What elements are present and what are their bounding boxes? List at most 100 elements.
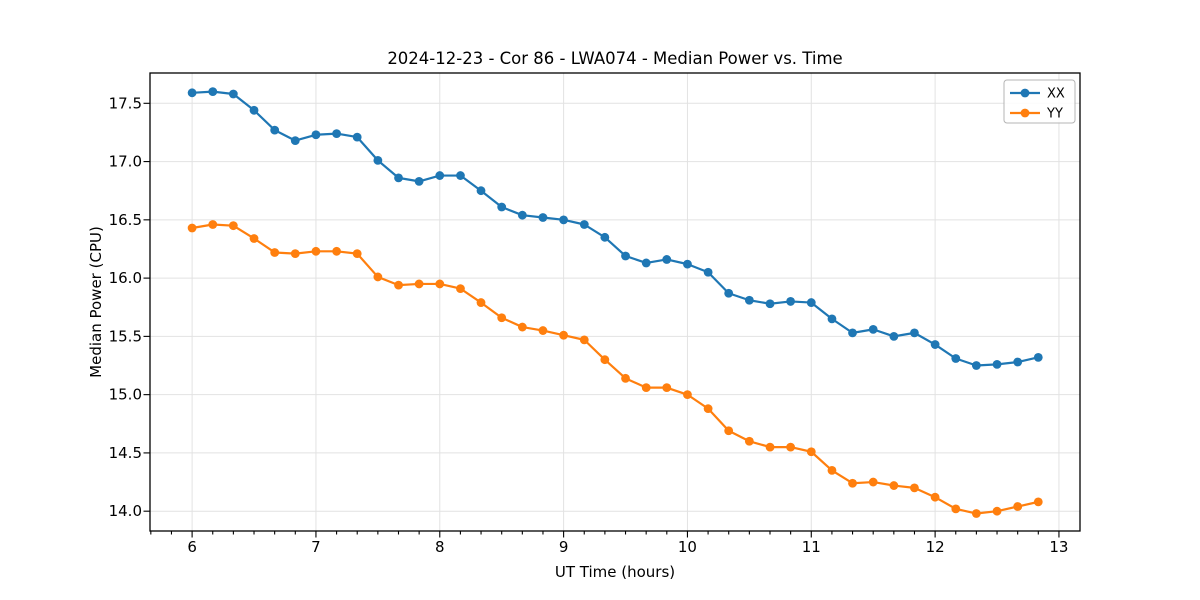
series-XX-point: [621, 251, 630, 261]
series-XX-point: [1013, 357, 1023, 367]
x-tick-label: 6: [187, 538, 197, 556]
series-XX-point: [187, 88, 197, 98]
series-YY-point: [806, 447, 816, 457]
series-XX-point: [889, 331, 899, 341]
series-YY-point: [394, 280, 403, 290]
series-YY-point: [270, 248, 280, 257]
chart-title: 2024-12-23 - Cor 86 - LWA074 - Median Po…: [387, 49, 842, 68]
series-YY-point: [538, 326, 548, 335]
series-XX-point: [992, 359, 1002, 369]
legend-marker-icon: [1020, 88, 1030, 98]
series-XX-point: [538, 213, 548, 222]
series-YY-point: [600, 355, 610, 365]
series-YY-point: [290, 249, 300, 259]
x-tick-label: 7: [311, 538, 321, 556]
series-XX-point: [910, 328, 919, 338]
series-YY-point: [456, 284, 465, 293]
series-YY-point: [683, 390, 692, 400]
series-YY-point: [868, 477, 878, 487]
series-XX-point: [848, 328, 857, 338]
series-XX-point: [1033, 352, 1043, 362]
series-YY-point: [414, 279, 424, 289]
series-YY-point: [332, 246, 342, 256]
series-XX-point: [641, 258, 651, 268]
legend-item-YY: YY: [1010, 107, 1063, 122]
series-YY-point: [744, 436, 754, 446]
series-YY-point: [703, 404, 713, 414]
gridlines: [150, 73, 1080, 531]
x-tick-label: 9: [559, 538, 569, 556]
series-YY-point: [621, 373, 630, 383]
series-YY-point: [579, 335, 589, 345]
series-YY-point: [992, 506, 1002, 516]
series-XX-point: [765, 299, 775, 309]
series-XX-point: [827, 314, 837, 324]
series-YY-point: [910, 483, 919, 493]
series-YY-point: [228, 221, 238, 231]
series-XX-point: [249, 105, 259, 115]
series-XX-point: [352, 132, 362, 142]
x-tick-label: 12: [926, 538, 945, 556]
series-YY-point: [930, 492, 940, 502]
series-XX-point: [744, 295, 754, 305]
series-XX-point: [662, 255, 672, 264]
series-YY-point: [208, 220, 218, 229]
series-XX-point: [806, 298, 816, 307]
y-tick-label: 14.5: [109, 444, 142, 462]
x-tick-label: 8: [435, 538, 445, 556]
y-tick-label: 15.0: [109, 386, 142, 404]
x-tick-label: 13: [1049, 538, 1068, 556]
series-XX-point: [579, 220, 589, 229]
series-YY-point: [311, 246, 321, 256]
series-XX-point: [228, 89, 238, 99]
series-YY-point: [517, 322, 527, 332]
y-axis-label: Median Power (CPU): [87, 226, 105, 378]
series-XX-point: [683, 259, 692, 269]
series-YY: [187, 220, 1043, 518]
series-XX-point: [476, 186, 486, 196]
y-tick-label: 14.0: [109, 502, 142, 520]
series-XX-point: [600, 232, 610, 242]
series-YY-point: [848, 478, 857, 488]
series-XX-point: [724, 288, 734, 298]
series-XX-point: [497, 202, 507, 212]
series-YY-point: [352, 249, 362, 259]
series-YY-point: [765, 442, 775, 452]
axes-box: [149, 72, 1081, 532]
x-tick-label: 10: [678, 538, 697, 556]
legend-label: XX: [1047, 87, 1065, 102]
series-YY-point: [249, 234, 259, 243]
y-tick-label: 15.5: [109, 327, 142, 345]
series-XX-point: [951, 354, 961, 363]
series-YY-point: [1033, 497, 1043, 507]
y-tick-label: 16.0: [109, 269, 142, 287]
legend: XX YY: [1003, 79, 1076, 124]
series-YY-point: [786, 442, 795, 452]
series-XX-point: [868, 324, 878, 334]
series-XX-point: [456, 171, 465, 180]
tick-marks: [143, 102, 1060, 538]
series-YY-point: [951, 504, 961, 514]
series-XX-point: [971, 361, 981, 370]
series-YY-point: [1013, 502, 1023, 511]
series-YY-point: [971, 509, 981, 518]
series-YY-point: [435, 279, 445, 289]
series-XX-point: [373, 156, 383, 165]
y-tick-label: 17.0: [109, 153, 142, 171]
series-XX-point: [703, 267, 713, 277]
legend-marker-icon: [1020, 108, 1030, 118]
series-YY-point: [476, 298, 486, 307]
series-YY-point: [497, 313, 507, 323]
series-XX-point: [414, 176, 424, 186]
series-XX-point: [517, 210, 527, 220]
series-YY-point: [641, 383, 651, 393]
series-XX-point: [270, 125, 280, 135]
y-tick-label: 17.5: [109, 94, 142, 112]
series-YY-point: [662, 383, 672, 393]
series-XX: [187, 87, 1043, 370]
series-YY-point: [373, 272, 383, 282]
series-XX-point: [311, 130, 321, 140]
